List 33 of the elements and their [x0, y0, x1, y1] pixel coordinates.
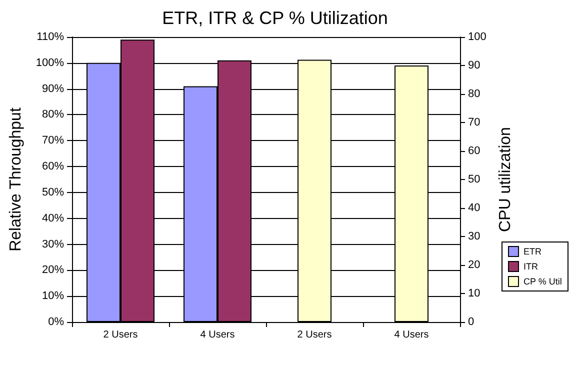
x-tick-label: 4 Users — [394, 330, 429, 340]
y-tick-label: 40% — [42, 212, 64, 224]
y-tick-label: 90% — [42, 82, 64, 95]
y2-tick-label: 30 — [468, 230, 480, 242]
x-tick-label: 2 Users — [297, 330, 332, 340]
legend-label: ITR — [523, 262, 538, 272]
y2-tick-label: 100 — [468, 31, 486, 43]
y-tick-label: 80% — [42, 108, 64, 121]
y-tick-label: 10% — [42, 290, 64, 302]
y2-tick-label: 40 — [468, 202, 480, 214]
y2-tick-label: 60 — [468, 145, 480, 157]
y2-tick-label: 0 — [468, 316, 474, 328]
x-tick-label: 2 Users — [103, 330, 138, 340]
y2-axis-title: CPU utilization — [496, 127, 514, 232]
y-axis-title: Relative Throughput — [8, 107, 24, 252]
chart-title: ETR, ITR & CP % Utilization — [162, 8, 388, 28]
legend-label: CP % Util — [523, 276, 562, 286]
y-tick-label: 0% — [48, 316, 64, 328]
y2-tick-label: 10 — [468, 288, 480, 300]
y2-tick-label: 70 — [468, 116, 480, 128]
y2-tick-label: 90 — [468, 60, 480, 72]
y-tick-label: 50% — [42, 186, 64, 198]
y-tick-label: 110% — [36, 31, 64, 43]
y-tick-label: 100% — [36, 56, 64, 69]
y-tick-label: 30% — [42, 238, 64, 250]
y2-tick-label: 20 — [468, 259, 480, 271]
y-tick-label: 20% — [42, 264, 64, 276]
y2-tick-label: 80 — [468, 88, 480, 100]
x-tick-label: 4 Users — [200, 330, 235, 340]
y2-tick-label: 50 — [468, 174, 480, 186]
legend-label: ETR — [523, 246, 542, 256]
y-tick-label: 60% — [42, 160, 64, 173]
y-tick-label: 70% — [42, 134, 64, 147]
